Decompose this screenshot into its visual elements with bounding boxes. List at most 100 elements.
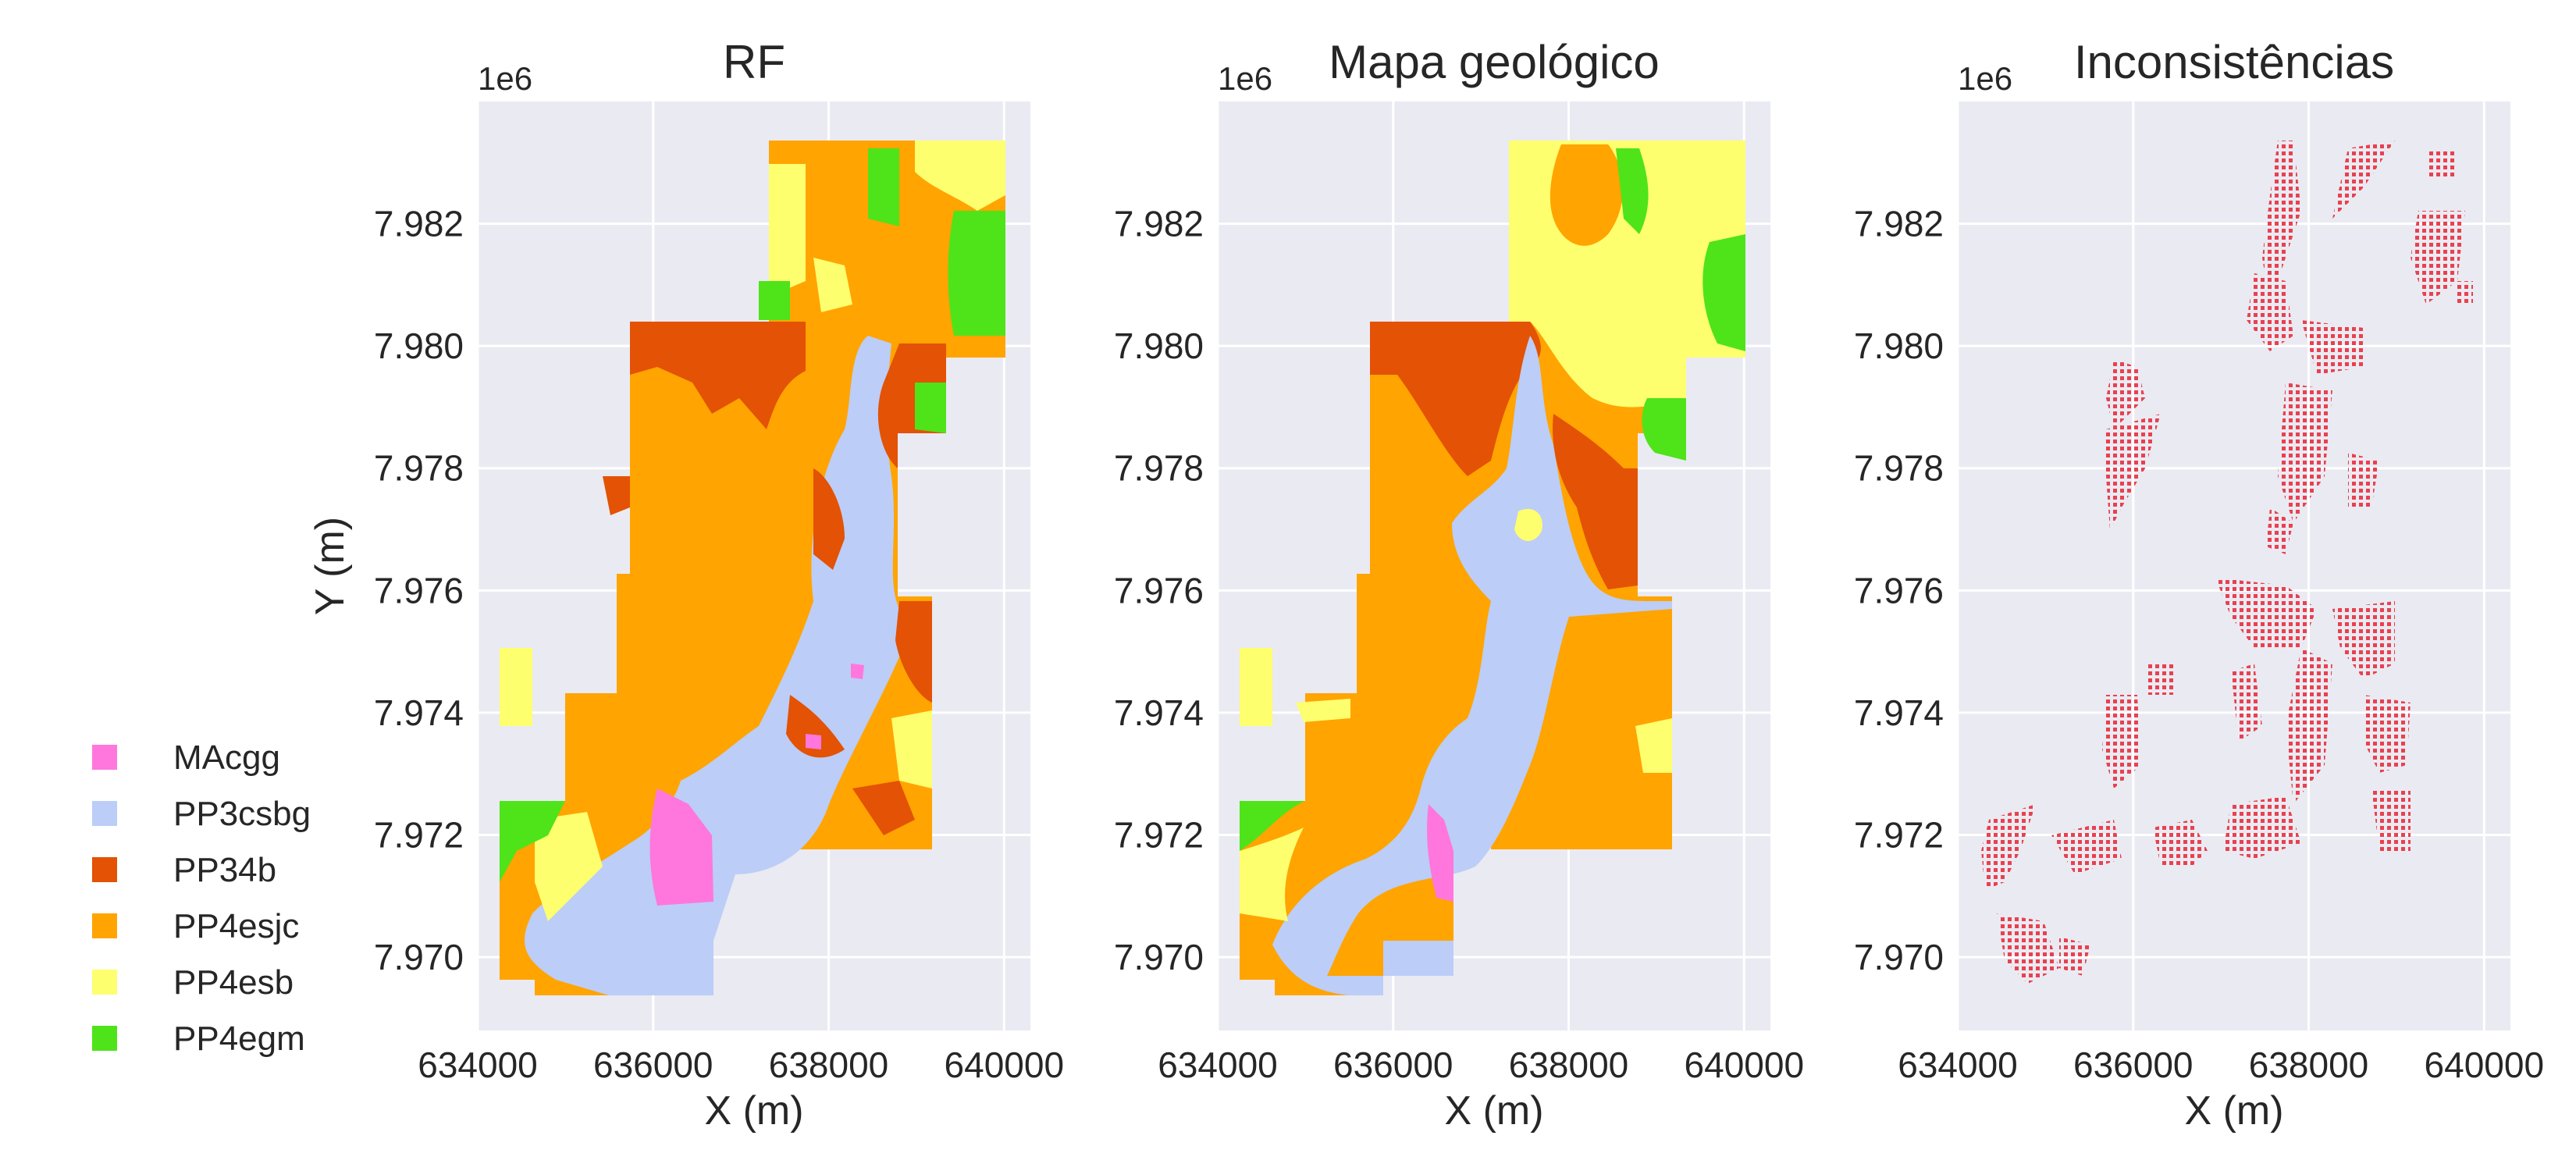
x-tick-label: 638000: [1509, 1045, 1629, 1085]
x-tick-label: 634000: [1158, 1045, 1278, 1085]
legend-label: PP3csbg: [173, 795, 311, 833]
inconsistency-cluster: [2278, 383, 2332, 523]
region-pp4esb: [915, 141, 1005, 211]
y-tick-label: 7.982: [1114, 204, 1204, 244]
region-pp3csbg: [1272, 336, 1672, 995]
ticks: 634000 636000 638000 640000 7.970 7.972 7.974 7…: [1114, 204, 1804, 1085]
y-tick-label: 7.978: [374, 448, 464, 489]
inconsistency-cluster: [2286, 648, 2332, 804]
x-tick-label: 638000: [2249, 1045, 2369, 1085]
region-pp34b: [877, 343, 946, 468]
y-tick-label: 7.980: [1114, 326, 1204, 366]
inconsistency-cluster: [2266, 507, 2293, 554]
y-offset-label: 1e6: [478, 60, 532, 97]
x-tick-label: 636000: [2073, 1045, 2194, 1085]
inconsistency-cluster: [2348, 453, 2379, 507]
inconsistency-cluster: [2051, 820, 2122, 874]
y-tick-label: 7.982: [374, 204, 464, 244]
region-pp4esb: [500, 648, 532, 726]
y-tick-label: 7.972: [1114, 814, 1204, 855]
inconsistency-cluster: [2247, 273, 2293, 351]
region-pp34b: [895, 601, 932, 703]
x-axis-label: X (m): [1444, 1088, 1543, 1134]
region-pp4esjc: [1550, 144, 1623, 246]
region-pp4esb: [1240, 828, 1304, 921]
inconsistency-cluster: [2223, 796, 2301, 859]
inconsistency-cluster: [2106, 414, 2161, 531]
region-pp34b: [630, 322, 806, 429]
inconsistency-cluster: [2332, 601, 2395, 679]
region-pp34b: [852, 781, 915, 835]
rf-classification-map: [500, 141, 1005, 995]
inconsistencies-panel: 634000 636000 638000 640000 7.970 7.972 7.974 7…: [1854, 36, 2544, 1134]
inconsistency-cluster: [2059, 937, 2090, 976]
region-pp4egm: [1616, 148, 1649, 234]
region-pp4egm: [1642, 398, 1686, 461]
y-tick-label: 7.980: [374, 326, 464, 366]
region-pp34b: [1370, 322, 1541, 476]
y-tick-label: 7.978: [1854, 448, 1944, 489]
region-macgg: [1427, 804, 1453, 902]
legend-swatch: [92, 970, 117, 995]
legend-label: PP4esb: [173, 963, 294, 1002]
y-axis-label: Y (m): [308, 517, 353, 615]
legend-swatch: [92, 857, 117, 882]
inconsistency-cluster: [2301, 320, 2364, 375]
legend-label: PP4esjc: [173, 907, 299, 945]
x-tick-label: 640000: [945, 1045, 1065, 1085]
inconsistency-cluster: [2145, 664, 2176, 695]
inconsistency-cluster: [2457, 281, 2473, 304]
x-tick-label: 636000: [1333, 1045, 1453, 1085]
x-tick-label: 634000: [1898, 1045, 2018, 1085]
region-pp4esb: [891, 710, 932, 788]
inconsistency-cluster: [1981, 804, 2036, 890]
legend-swatch: [92, 745, 117, 770]
x-tick-label: 634000: [418, 1045, 538, 1085]
x-axis-label: X (m): [704, 1088, 803, 1134]
inconsistency-points: [1981, 141, 2473, 984]
y-tick-label: 7.976: [1854, 570, 1944, 610]
region-pp4egm: [500, 801, 565, 882]
rf-panel: 634000 636000 638000 640000 7.970 7.972 7.974 7…: [308, 36, 1064, 1134]
region-pp4esb: [1514, 508, 1542, 541]
y-tick-label: 7.978: [1114, 448, 1204, 489]
legend: MAcgg PP3csbg PP34b PP4esjc PP4esb PP4egm: [92, 739, 311, 1058]
ticks: 634000 636000 638000 640000 7.970 7.972 7.974 7…: [1854, 204, 2544, 1085]
y-tick-label: 7.970: [1854, 937, 1944, 977]
region-macgg: [806, 734, 821, 749]
y-tick-label: 7.970: [1114, 937, 1204, 977]
region-pp4egm: [915, 383, 946, 433]
inconsistency-cluster: [2153, 820, 2208, 867]
region-pp4esb: [1296, 699, 1350, 722]
y-tick-label: 7.982: [1854, 204, 1944, 244]
y-tick-label: 7.974: [1114, 692, 1204, 733]
region-pp4esb: [535, 812, 603, 921]
y-offset-label: 1e6: [1218, 60, 1272, 97]
y-offset-label: 1e6: [1958, 60, 2012, 97]
legend-swatch: [92, 913, 117, 938]
panel-title: Mapa geológico: [1329, 36, 1660, 88]
region-pp34b: [1553, 414, 1638, 589]
legend-label: MAcgg: [173, 739, 280, 777]
region-pp4esb: [813, 258, 852, 312]
inconsistency-cluster: [2262, 141, 2301, 304]
panel-title: RF: [723, 36, 785, 88]
region-pp34b: [813, 468, 845, 570]
region-pp4egm: [1240, 801, 1305, 851]
inconsistency-cluster: [2102, 695, 2141, 788]
inconsistency-cluster: [2332, 141, 2395, 219]
y-tick-label: 7.974: [374, 692, 464, 733]
region-pp4egm: [1703, 234, 1745, 351]
inconsistency-cluster: [2426, 148, 2457, 180]
legend-swatch: [92, 1026, 117, 1051]
y-tick-label: 7.976: [374, 570, 464, 610]
y-tick-label: 7.972: [1854, 814, 1944, 855]
x-tick-label: 640000: [1685, 1045, 1805, 1085]
x-axis-label: X (m): [2184, 1088, 2283, 1134]
y-tick-label: 7.970: [374, 937, 464, 977]
y-tick-label: 7.980: [1854, 326, 1944, 366]
legend-label: PP4egm: [173, 1020, 305, 1058]
region-macgg: [851, 664, 864, 679]
x-tick-label: 638000: [769, 1045, 889, 1085]
